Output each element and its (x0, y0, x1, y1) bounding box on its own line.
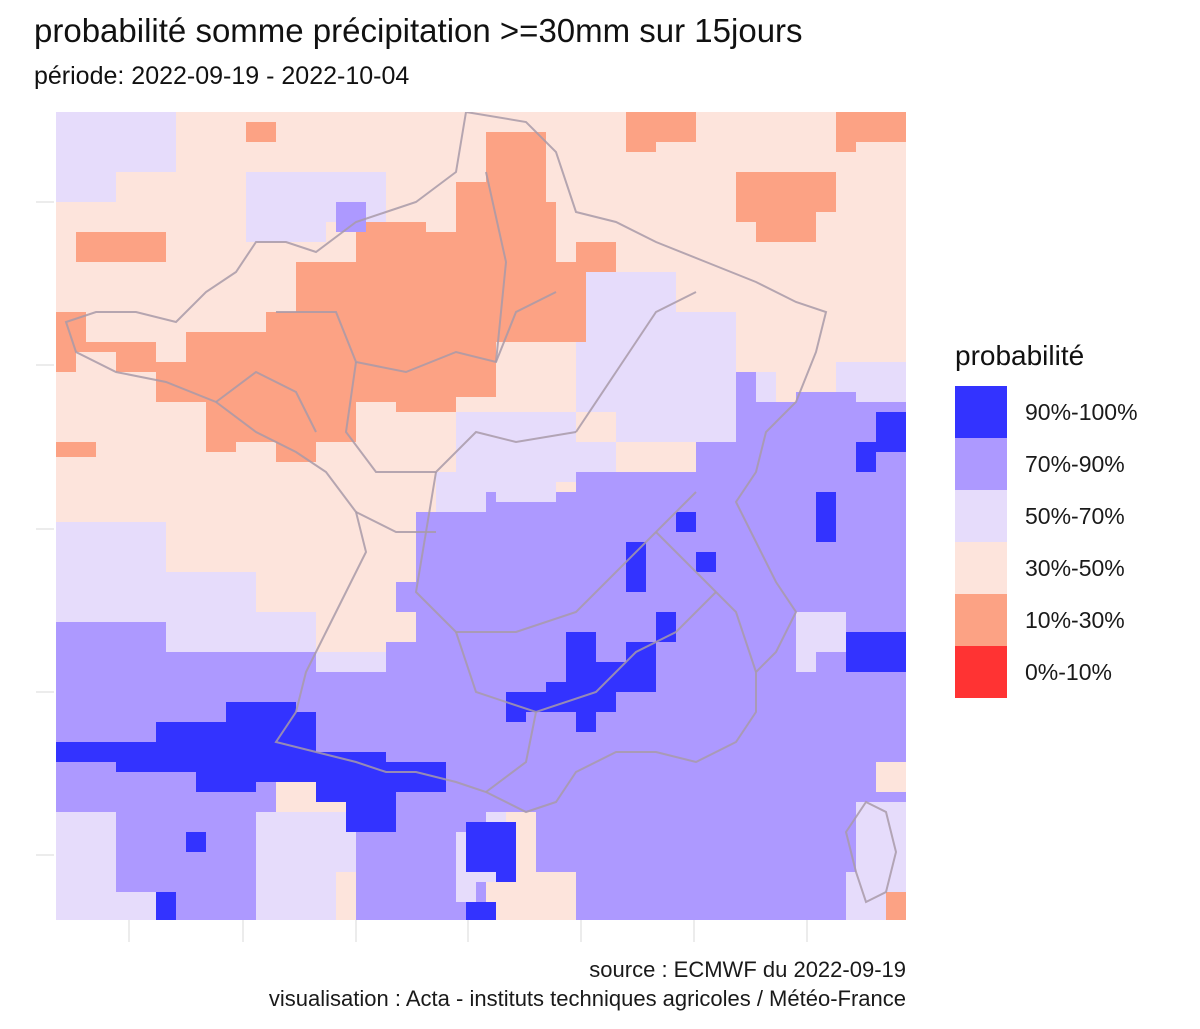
department-border (485, 171, 508, 363)
zone-90-100 (156, 892, 176, 920)
probability-map (36, 112, 906, 942)
legend-swatch (955, 490, 1007, 542)
zone-90-100 (466, 822, 516, 882)
zone-50-70 (246, 172, 386, 242)
source-caption: source : ECMWF du 2022-09-19 (589, 957, 906, 982)
france-outline (64, 112, 828, 814)
legend-item: 50%-70% (955, 490, 1138, 542)
legend-swatch (955, 646, 1007, 698)
legend-item: 90%-100% (955, 386, 1138, 438)
legend-item: 10%-30% (955, 594, 1138, 646)
probability-raster (56, 112, 906, 920)
zone-10-30 (886, 892, 906, 920)
zone-90-100 (856, 442, 876, 472)
zone-90-100 (506, 632, 656, 732)
zone-30-50 (876, 762, 906, 792)
map-title: probabilité somme précipitation >=30mm s… (34, 12, 803, 49)
zone-90-100 (676, 512, 716, 572)
legend-title: probabilité (955, 340, 1085, 371)
legend-swatch (955, 542, 1007, 594)
country-borders (64, 112, 898, 904)
zone-90-100 (846, 632, 906, 672)
legend-label: 90%-100% (1025, 398, 1138, 425)
zone-10-30 (836, 112, 906, 152)
zone-90-100 (816, 492, 836, 542)
zone-10-30 (246, 122, 276, 142)
department-border (485, 711, 537, 793)
zone-90-100 (626, 542, 646, 592)
legend-label: 0%-10% (1025, 658, 1112, 685)
corsica-outline (844, 800, 898, 904)
map-panel (36, 112, 906, 942)
zone-50-70 (796, 612, 846, 672)
legend-item: 30%-50% (955, 542, 1138, 594)
department-border (455, 591, 717, 714)
legend-label: 30%-50% (1025, 554, 1125, 581)
legend-label: 50%-70% (1025, 502, 1125, 529)
legend-item: 70%-90% (955, 438, 1138, 490)
zone-50-70 (56, 112, 176, 202)
zone-90-100 (56, 702, 446, 832)
department-border (215, 370, 317, 433)
zone-10-30 (56, 442, 96, 457)
legend-swatch (955, 594, 1007, 646)
department-border (414, 471, 697, 633)
zone-90-100 (346, 802, 386, 832)
zone-10-30 (736, 172, 836, 242)
zone-90-100 (186, 832, 206, 852)
visualisation-caption: visualisation : Acta - instituts techniq… (268, 986, 906, 1011)
zone-90-100 (876, 412, 906, 452)
zone-90-100 (466, 902, 496, 920)
department-border (655, 531, 757, 673)
legend-swatch (955, 386, 1007, 438)
department-border (276, 291, 557, 374)
zone-70-90 (336, 202, 366, 232)
zone-50-70 (256, 812, 366, 920)
zone-10-30 (626, 112, 696, 152)
legend-swatch (955, 438, 1007, 490)
zone-50-70 (496, 482, 556, 502)
zone-10-30 (76, 232, 166, 262)
zone-10-30 (56, 132, 586, 462)
department-border (575, 291, 697, 433)
legend-item: 0%-10% (955, 646, 1138, 698)
legend: probabilité 90%-100% 70%-90% 50%-70% 30%… (955, 340, 1138, 698)
department-border (355, 511, 436, 533)
zone-10-30 (576, 242, 616, 272)
legend-label: 10%-30% (1025, 606, 1125, 633)
map-subtitle: période: 2022-09-19 - 2022-10-04 (34, 62, 410, 90)
zone-50-70 (436, 412, 616, 532)
legend-label: 70%-90% (1025, 450, 1125, 477)
axis-ticks (36, 201, 808, 942)
